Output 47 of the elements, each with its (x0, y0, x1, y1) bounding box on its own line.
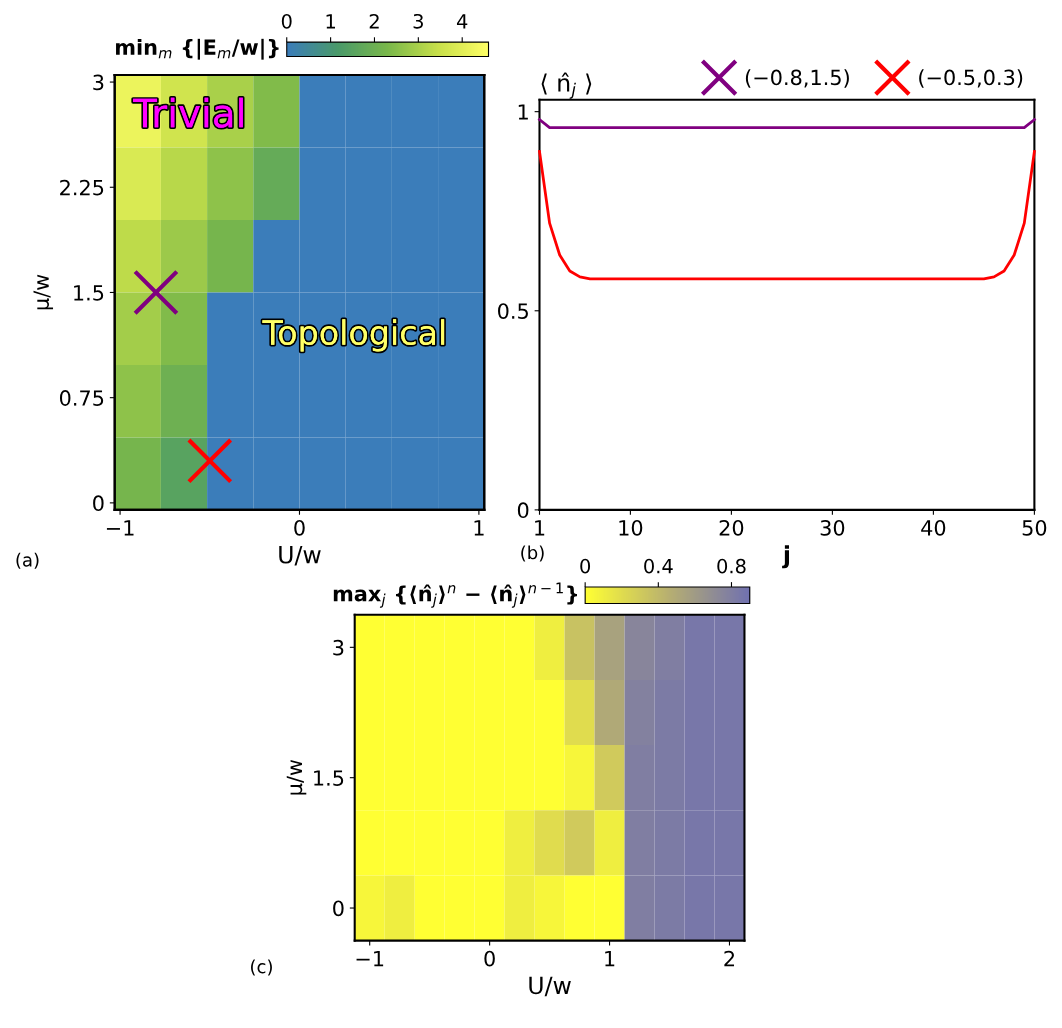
y-tick-label: 0.75 (59, 390, 104, 406)
legend-label: (−0.5,0.3) (919, 69, 1023, 88)
y-tick-label: 0 (517, 502, 529, 519)
color-bar-label: 0 (281, 13, 292, 29)
x-axis-title: j (782, 545, 789, 569)
y-tick-label: 0.5 (498, 303, 528, 319)
x-tick-label: 10 (619, 519, 643, 536)
x-tick-label: 1 (474, 520, 484, 536)
x-axis-title: U/w (529, 976, 571, 997)
x-tick-label: 50 (1022, 519, 1047, 536)
text: (a) (16, 552, 39, 569)
color-bar-label: 2 (369, 13, 379, 29)
x-tick-label: 30 (820, 519, 845, 536)
text: max$_{j}$ {⟨n̂$_{j}$⟩$^{n}$ − ⟨n̂$_{j}$⟩$^{n−1}$} (333, 582, 577, 608)
text: (c) (251, 959, 272, 976)
y-tick-label: 3 (93, 74, 104, 91)
x-tick-label: 20 (719, 519, 744, 536)
x-tick-label: 1 (535, 520, 545, 536)
color-bar-label: 0.8 (717, 558, 746, 574)
x-axis-title: U/w (279, 546, 321, 566)
color-bar-label: 0.4 (644, 558, 673, 574)
x-tick-label: 2 (724, 950, 735, 967)
y-tick-label: 3 (333, 639, 344, 656)
x-tick-label: −1 (356, 950, 384, 967)
color-bar-title: min$_{m}$ {|E$_{m}$/w|} (116, 38, 279, 60)
text: (b) (521, 545, 544, 562)
x-tick-label: 0 (484, 950, 495, 967)
line-series (538, 150, 1036, 281)
chart-title: ⟨ n̂$_{j}$ ⟩ (541, 72, 592, 99)
y-tick-label: 2.25 (60, 179, 104, 196)
y-tick-label: 1.5 (74, 285, 104, 301)
annotation: Topological (262, 319, 445, 352)
y-tick-label: 1 (518, 104, 528, 120)
x-tick-label: 0 (294, 519, 305, 536)
x-tick-label: −1 (106, 520, 134, 536)
x-tick-label: 1 (605, 950, 615, 967)
x-tick-label: 40 (921, 519, 946, 536)
y-tick-label: 1.5 (314, 770, 344, 786)
color-bar-label: 4 (456, 14, 468, 29)
color-bar-label: 3 (413, 13, 423, 29)
y-axis-title: μ/w (33, 274, 54, 310)
y-tick-label: 0 (333, 900, 344, 917)
color-bar-label: 0 (580, 558, 591, 574)
annotation: Trivial (133, 97, 243, 128)
y-tick-label: 0 (93, 495, 104, 512)
y-axis-title: μ/w (286, 759, 307, 795)
legend-label: (−0.8,1.5) (745, 69, 849, 88)
